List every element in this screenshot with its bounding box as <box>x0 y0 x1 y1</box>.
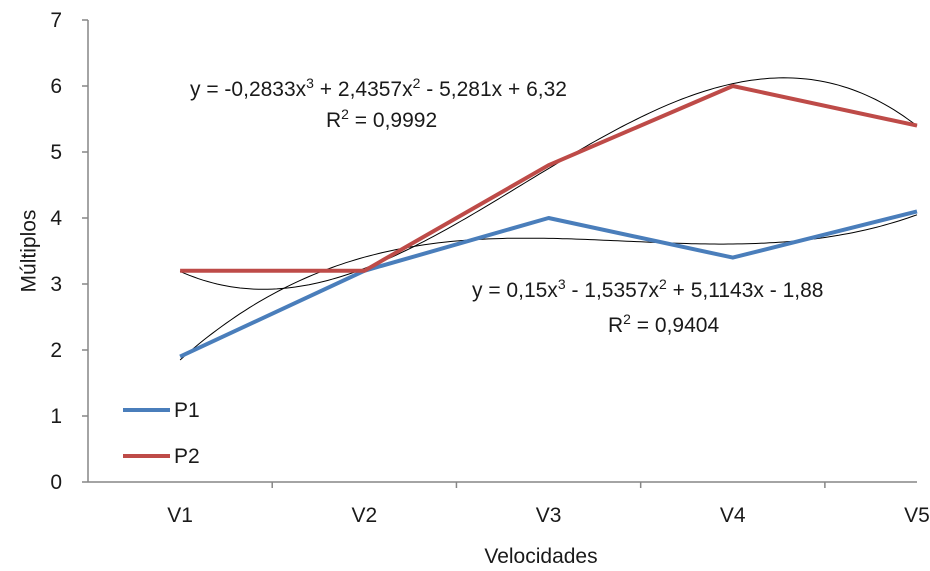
y-tick-label: 6 <box>50 75 62 98</box>
p1-trend-r2: R2 = 0,9404 <box>608 311 719 337</box>
series-line-p1 <box>179 209 918 359</box>
y-tick-label: 5 <box>50 141 62 164</box>
y-axis-title: Múltiplos <box>18 210 41 293</box>
p2-trend-equation: y = -0,2833x3 + 2,4357x2 - 5,281x + 6,32 <box>190 75 567 101</box>
x-tick-label: V3 <box>536 504 562 527</box>
x-axis-title: Velocidades <box>484 545 597 568</box>
p1-trend-equation: y = 0,15x3 - 1,5357x2 + 5,1143x - 1,88 <box>472 276 823 302</box>
y-tick-label: 2 <box>50 339 62 362</box>
legend-label-p2: P2 <box>174 445 200 468</box>
y-tick-label: 1 <box>50 405 62 428</box>
axes: 0 1 2 3 4 5 6 7 V1 V2 V3 V4 V5 <box>50 9 930 527</box>
x-tick-label: V2 <box>351 504 377 527</box>
y-ticks: 0 1 2 3 4 5 6 7 <box>50 9 88 494</box>
y-tick-label: 0 <box>50 471 62 494</box>
x-tick-label: V5 <box>904 504 930 527</box>
p2-trend-r2: R2 = 0,9992 <box>326 106 437 132</box>
series <box>179 84 918 359</box>
y-tick-label: 4 <box>50 207 62 230</box>
legend: P1 P2 <box>123 399 200 468</box>
x-tick-label: V4 <box>720 504 746 527</box>
x-tick-label: V1 <box>167 504 193 527</box>
x-ticks: V1 V2 V3 V4 V5 <box>167 482 930 527</box>
y-tick-label: 3 <box>50 273 62 296</box>
legend-label-p1: P1 <box>174 399 200 422</box>
y-tick-label: 7 <box>50 9 62 32</box>
series-line-p2 <box>180 84 918 273</box>
trendline-p2 <box>179 77 918 290</box>
